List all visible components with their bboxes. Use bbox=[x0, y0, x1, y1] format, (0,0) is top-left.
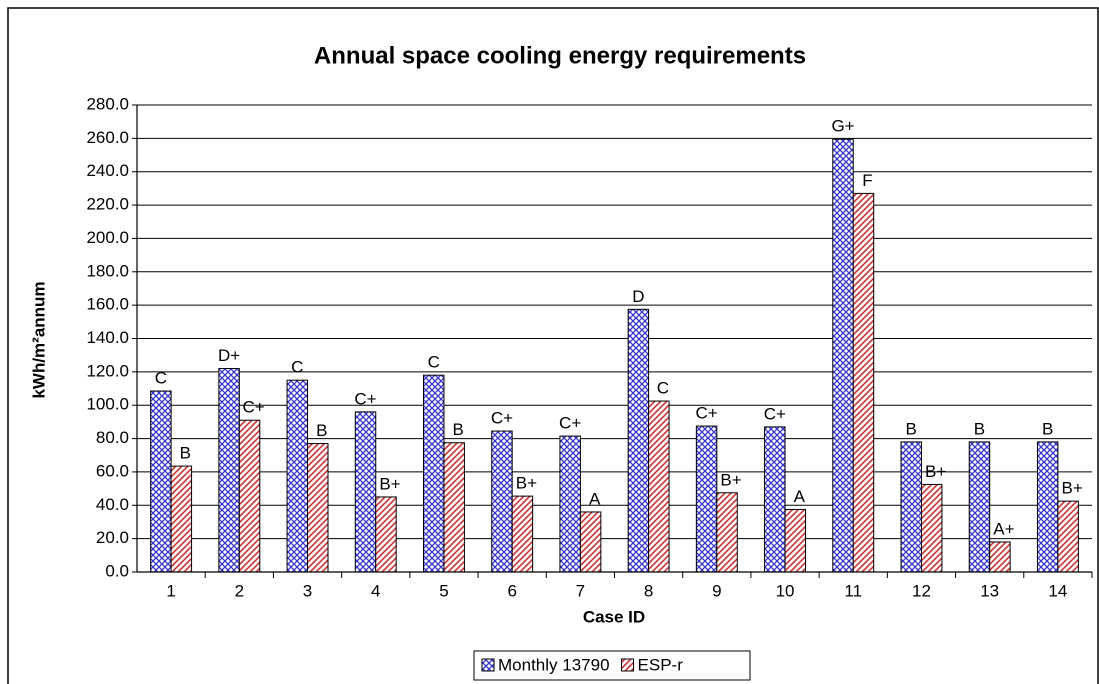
x-tick-label: 9 bbox=[712, 581, 721, 600]
grade-label: B bbox=[906, 419, 917, 438]
y-tick-label: 40.0 bbox=[96, 495, 129, 514]
bar bbox=[784, 508, 806, 573]
bar bbox=[716, 492, 738, 573]
y-tick-label: 280.0 bbox=[86, 94, 129, 113]
grade-label: C+ bbox=[559, 414, 581, 433]
grade-label: A+ bbox=[993, 519, 1014, 538]
bar bbox=[423, 374, 445, 573]
bar bbox=[218, 368, 240, 573]
grade-label: B bbox=[316, 421, 327, 440]
bar bbox=[852, 192, 875, 573]
grade-label: C+ bbox=[695, 404, 717, 423]
y-tick-label: 200.0 bbox=[86, 228, 129, 247]
y-tick-label: 60.0 bbox=[96, 461, 129, 480]
y-tick-label: 160.0 bbox=[86, 295, 129, 314]
grade-label: D+ bbox=[218, 346, 240, 365]
y-tick-label: 240.0 bbox=[86, 161, 129, 180]
bar bbox=[1036, 441, 1059, 573]
bar bbox=[1057, 500, 1079, 573]
y-tick-label: 140.0 bbox=[86, 328, 129, 347]
grade-label: C bbox=[155, 369, 167, 388]
y-tick-label: 260.0 bbox=[86, 128, 129, 147]
grade-label: A bbox=[589, 489, 601, 508]
x-tick-label: 3 bbox=[303, 581, 312, 600]
grade-label: B+ bbox=[379, 474, 400, 493]
bar bbox=[968, 441, 991, 573]
grade-label: B bbox=[974, 419, 985, 438]
grade-label: B+ bbox=[1061, 479, 1082, 498]
x-axis-title: Case ID bbox=[583, 607, 645, 626]
legend-label: Monthly 13790 bbox=[498, 655, 610, 674]
y-tick-label: 80.0 bbox=[96, 428, 129, 447]
x-tick-label: 10 bbox=[776, 581, 795, 600]
bar bbox=[307, 443, 329, 573]
x-tick-label: 5 bbox=[439, 581, 448, 600]
y-axis-title: kWh/m²annum bbox=[29, 281, 48, 398]
grade-label: C+ bbox=[764, 404, 786, 423]
y-tick-label: 220.0 bbox=[86, 195, 129, 214]
bar bbox=[354, 411, 377, 573]
bar bbox=[920, 483, 943, 573]
y-tick-label: 180.0 bbox=[86, 261, 129, 280]
legend-swatch bbox=[481, 658, 495, 672]
bar bbox=[150, 390, 172, 573]
grade-label: C bbox=[291, 358, 303, 377]
bar bbox=[695, 425, 718, 573]
bar bbox=[579, 511, 602, 573]
y-tick-label: 20.0 bbox=[96, 528, 129, 547]
bar bbox=[375, 496, 397, 573]
grade-label: C+ bbox=[491, 409, 513, 428]
y-tick-label: 120.0 bbox=[86, 361, 129, 380]
grade-label: B bbox=[180, 444, 191, 463]
x-tick-label: 13 bbox=[980, 581, 999, 600]
grade-label: F bbox=[862, 171, 872, 190]
x-tick-label: 8 bbox=[644, 581, 653, 600]
bar bbox=[989, 541, 1011, 573]
x-tick-label: 14 bbox=[1048, 581, 1067, 600]
x-tick-label: 4 bbox=[371, 581, 380, 600]
y-tick-label: 0.0 bbox=[105, 561, 129, 580]
bar bbox=[900, 441, 922, 573]
grade-label: B bbox=[453, 420, 464, 439]
grade-label: C+ bbox=[354, 389, 376, 408]
grade-label: A bbox=[794, 487, 806, 506]
legend-label: ESP-r bbox=[638, 655, 684, 674]
x-tick-label: 1 bbox=[166, 581, 175, 600]
chart-frame bbox=[7, 7, 1099, 684]
chart-title: Annual space cooling energy requirements bbox=[314, 42, 806, 69]
bar bbox=[648, 400, 670, 573]
grade-label: B bbox=[1042, 419, 1053, 438]
bar bbox=[238, 419, 261, 573]
bar bbox=[286, 379, 309, 573]
x-tick-label: 12 bbox=[912, 581, 931, 600]
bar bbox=[511, 495, 534, 573]
x-tick-label: 2 bbox=[235, 581, 244, 600]
legend-swatch bbox=[621, 658, 635, 672]
bar bbox=[559, 435, 581, 573]
bar bbox=[170, 465, 193, 573]
bar bbox=[832, 138, 854, 573]
bar bbox=[491, 430, 513, 573]
grade-label: C bbox=[657, 379, 669, 398]
grade-label: G+ bbox=[831, 117, 854, 136]
y-tick-label: 100.0 bbox=[86, 395, 129, 414]
grade-label: B+ bbox=[925, 462, 946, 481]
grade-label: B+ bbox=[516, 474, 537, 493]
bar bbox=[764, 426, 786, 573]
x-tick-label: 11 bbox=[844, 581, 862, 600]
x-tick-label: 6 bbox=[507, 581, 516, 600]
x-tick-label: 7 bbox=[576, 581, 585, 600]
grade-label: C+ bbox=[242, 398, 264, 417]
bar bbox=[627, 308, 650, 573]
grade-label: B+ bbox=[720, 470, 741, 489]
grade-label: C bbox=[428, 353, 440, 372]
bar bbox=[443, 442, 465, 573]
legend-box bbox=[473, 650, 751, 681]
grade-label: D bbox=[632, 287, 644, 306]
